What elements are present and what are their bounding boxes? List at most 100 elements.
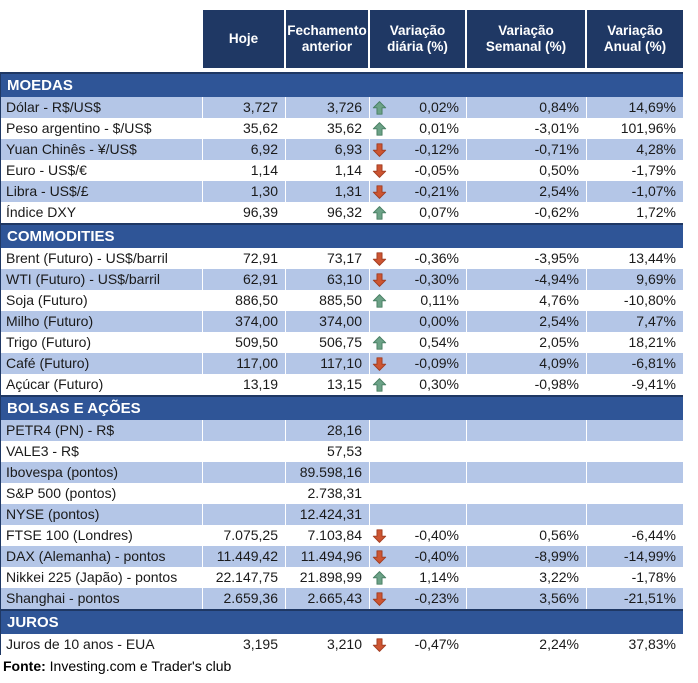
variacao-anual-cell: 1,72% [636,204,676,220]
row-label-cell: Juros de 10 anos - EUA [1,634,203,655]
variacao-anual-cell: -14,99% [587,546,683,567]
variacao-diaria-value: 1,14% [419,569,459,585]
variacao-semanal-cell: -4,94% [467,269,587,290]
down-arrow-icon [372,548,388,565]
row-label-cell: Libra - US$/£ [1,181,203,202]
down-arrow-icon [372,636,388,653]
source-note: Fonte: Investing.com e Trader's club [0,655,683,678]
up-arrow-icon [372,292,388,309]
row-label-cell: DAX (Alemanha) - pontos [1,546,203,567]
hoje-cell: 22.147,75 [203,567,286,588]
fechamento-anterior-cell: 2.665,43 [286,588,370,609]
table-row: Trigo (Futuro) 509,50 506,75 0,54% 2,05% 18,2… [1,332,683,353]
section-header-moedas: MOEDAS [1,72,683,97]
row-label-cell: Nikkei 225 (Japão) - pontos [1,567,203,588]
row-label-cell: Yuan Chinês - ¥/US$ [1,139,203,160]
hoje-cell: 1,14 [203,160,286,181]
variacao-diaria-cell [370,420,467,441]
variacao-diaria-cell: 1,14% [370,567,467,588]
no-arrow-spacer [372,506,388,523]
variacao-semanal-cell: 4,09% [467,353,587,374]
variacao-anual-cell: 14,69% [587,97,683,118]
variacao-anual-cell: -6,81% [587,353,683,374]
row-label-cell: Café (Futuro) [1,353,203,374]
variacao-diaria-cell [370,462,467,483]
table-row: Brent (Futuro) - US$/barril 72,91 73,17 -0,… [1,248,683,269]
table-row: PETR4 (PN) - R$ 28,16 [1,420,683,441]
variacao-semanal-cell: -3,95% [467,248,587,269]
up-arrow-icon [372,120,388,137]
variacao-diaria-value: -0,09% [414,355,459,371]
variacao-semanal-cell [467,483,587,504]
variacao-anual-cell: 9,69% [587,269,683,290]
variacao-semanal-cell: -0,62% [467,202,587,223]
col-header-variacao-semanal: Variação Semanal (%) [467,10,587,68]
variacao-anual-cell: 13,44% [628,250,676,266]
variacao-semanal-cell: 2,54% [467,181,587,202]
variacao-diaria-cell: -0,05% [370,160,467,181]
variacao-semanal-cell: 3,56% [467,588,587,609]
row-label-cell: Brent (Futuro) - US$/barril [1,248,203,269]
variacao-semanal-cell: 4,76% [467,290,587,311]
variacao-semanal-cell: 2,24% [467,634,587,655]
hoje-cell: 13,19 [203,374,286,395]
variacao-diaria-cell: -0,47% [370,634,467,655]
variacao-anual-cell: -1,79% [631,162,676,178]
fechamento-anterior-cell: 96,32 [286,202,370,223]
variacao-diaria-cell: -0,23% [370,588,467,609]
down-arrow-icon [372,355,388,372]
variacao-anual-cell [587,420,683,441]
table-row: Shanghai - pontos 2.659,36 2.665,43 -0,23% 3… [1,588,683,609]
row-label-cell: Shanghai - pontos [1,588,203,609]
down-arrow-icon [372,590,388,607]
table-body: MOEDAS Dólar - R$/US$ 3,727 3,726 0,02% 0,84%… [0,72,683,655]
table-row: Ibovespa (pontos) 89.598,16 [1,462,683,483]
variacao-diaria-cell: -0,40% [370,525,467,546]
row-label-cell: Trigo (Futuro) [1,332,203,353]
hoje-cell: 35,62 [203,118,286,139]
row-label-cell: Euro - US$/€ [1,160,203,181]
hoje-cell: 509,50 [203,332,286,353]
no-arrow-spacer [372,313,388,330]
fechamento-anterior-cell: 89.598,16 [286,462,370,483]
variacao-diaria-cell: 0,54% [370,332,467,353]
table-row: Euro - US$/€ 1,14 1,14 -0,05% 0,50% -1,79% [1,160,683,181]
hoje-cell: 117,00 [203,353,286,374]
hoje-cell: 7.075,25 [203,525,286,546]
fechamento-anterior-cell: 73,17 [286,248,370,269]
variacao-diaria-value: -0,21% [414,183,459,199]
down-arrow-icon [372,183,388,200]
hoje-cell [203,420,286,441]
variacao-semanal-cell: 3,22% [467,567,587,588]
table-row: S&P 500 (pontos) 2.738,31 [1,483,683,504]
variacao-anual-cell [587,441,683,462]
variacao-anual-cell: -1,78% [631,569,676,585]
variacao-semanal-cell: 2,05% [467,332,587,353]
variacao-diaria-cell: 0,02% [370,97,467,118]
variacao-semanal-cell: -0,98% [467,374,587,395]
variacao-diaria-value: -0,36% [414,250,459,266]
variacao-anual-cell: 101,96% [620,120,676,136]
variacao-anual-cell: 7,47% [587,311,683,332]
market-report-table: Hoje Fechamento anterior Variação diária… [0,10,683,678]
variacao-diaria-value: 0,11% [420,292,459,308]
variacao-diaria-cell: 0,30% [370,374,467,395]
variacao-semanal-cell [467,420,587,441]
variacao-diaria-value: 0,02% [419,99,459,115]
row-label-cell: Milho (Futuro) [1,311,203,332]
row-label-cell: Índice DXY [1,202,203,223]
hoje-cell: 11.449,42 [203,546,286,567]
table-row: Libra - US$/£ 1,30 1,31 -0,21% 2,54% -1,07% [1,181,683,202]
variacao-anual-cell: -9,41% [631,376,676,392]
variacao-semanal-cell: -0,71% [467,139,587,160]
variacao-semanal-cell: -8,99% [467,546,587,567]
table-row: Soja (Futuro) 886,50 885,50 0,11% 4,76% -10,8… [1,290,683,311]
table-row: Peso argentino - $/US$ 35,62 35,62 0,01% -3,… [1,118,683,139]
variacao-anual-cell: -1,07% [587,181,683,202]
variacao-diaria-value: 0,30% [419,376,459,392]
table-row: NYSE (pontos) 12.424,31 [1,504,683,525]
hoje-cell: 62,91 [203,269,286,290]
section-header-juros: JUROS [1,609,683,634]
variacao-diaria-cell: 0,07% [370,202,467,223]
row-label-cell: NYSE (pontos) [1,504,203,525]
